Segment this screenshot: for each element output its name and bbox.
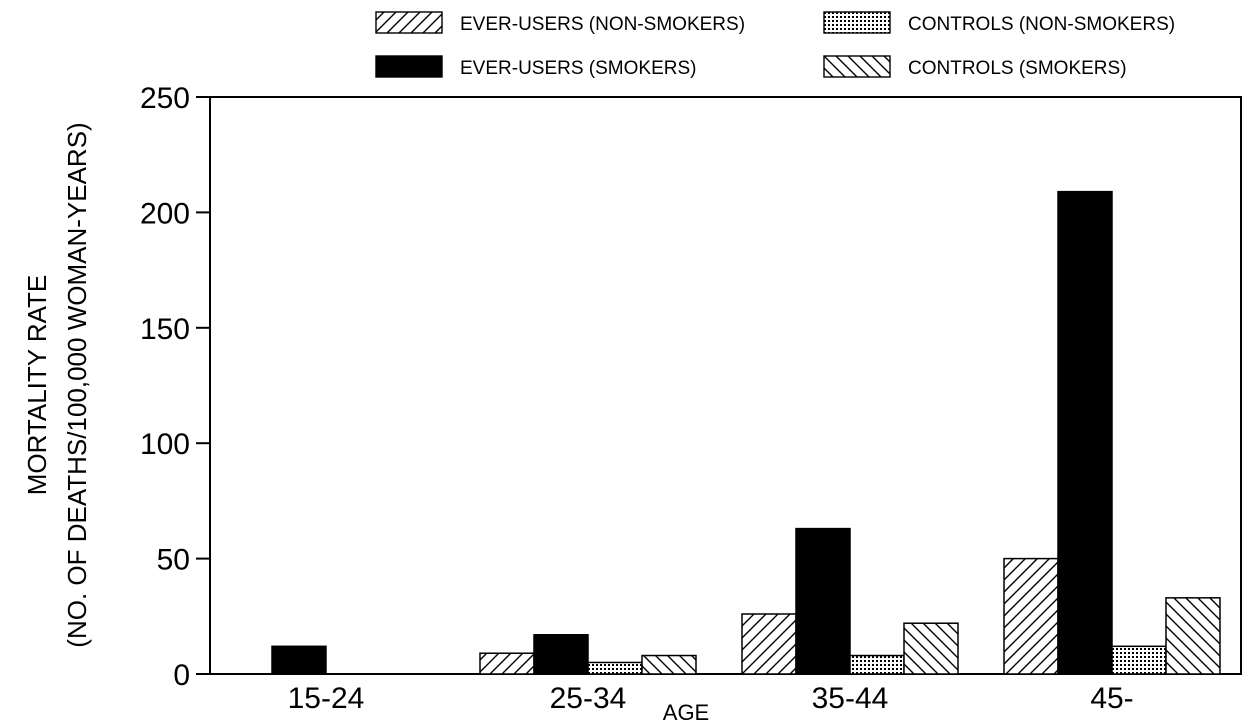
y-axis-title-line-2: (NO. OF DEATHS/100,000 WOMAN-YEARS) (62, 122, 92, 647)
bar (1165, 597, 1221, 675)
legend-swatch (375, 55, 443, 78)
bar (641, 654, 697, 675)
bar (1003, 557, 1059, 675)
x-axis-tick-labels: 15-24 25-34 35-44 45- (288, 682, 1134, 715)
legend-swatch (375, 11, 443, 34)
y-tick-label: 150 (140, 313, 190, 346)
legend-swatch (823, 55, 891, 78)
legend-swatch (823, 11, 891, 34)
legend-label: CONTROLS (SMOKERS) (908, 58, 1127, 79)
legend: EVER-USERS (NON-SMOKERS) CONTROLS (NON-SM… (375, 11, 1175, 79)
bar (479, 652, 535, 675)
legend-label: EVER-USERS (NON-SMOKERS) (460, 14, 745, 35)
bar (1111, 645, 1167, 675)
y-axis-title: MORTALITY RATE (NO. OF DEATHS/100,000 WO… (22, 122, 92, 647)
y-tick-label: 250 (140, 82, 190, 115)
bar (533, 634, 589, 675)
x-tick-label: 15-24 (288, 682, 365, 715)
legend-label: EVER-USERS (SMOKERS) (460, 58, 696, 79)
y-tick-label: 0 (173, 659, 190, 692)
bar (271, 645, 327, 675)
y-tick-label: 50 (157, 544, 190, 577)
x-axis-title: AGE (663, 700, 709, 723)
bar (849, 654, 905, 675)
legend-label: CONTROLS (NON-SMOKERS) (908, 14, 1175, 35)
x-tick-label: 25-34 (550, 682, 627, 715)
bars-group (271, 190, 1221, 675)
y-axis-ticks: 0 50 100 150 200 250 (140, 82, 210, 692)
y-tick-label: 200 (140, 197, 190, 230)
y-tick-label: 100 (140, 428, 190, 461)
bar (903, 622, 959, 675)
bar (1057, 190, 1113, 675)
y-axis-title-line-1: MORTALITY RATE (22, 275, 52, 496)
bar (795, 527, 851, 675)
x-tick-label: 45- (1090, 682, 1133, 715)
plot-frame (209, 96, 1242, 675)
x-tick-label: 35-44 (812, 682, 889, 715)
bar (741, 613, 797, 675)
bar (587, 661, 643, 675)
